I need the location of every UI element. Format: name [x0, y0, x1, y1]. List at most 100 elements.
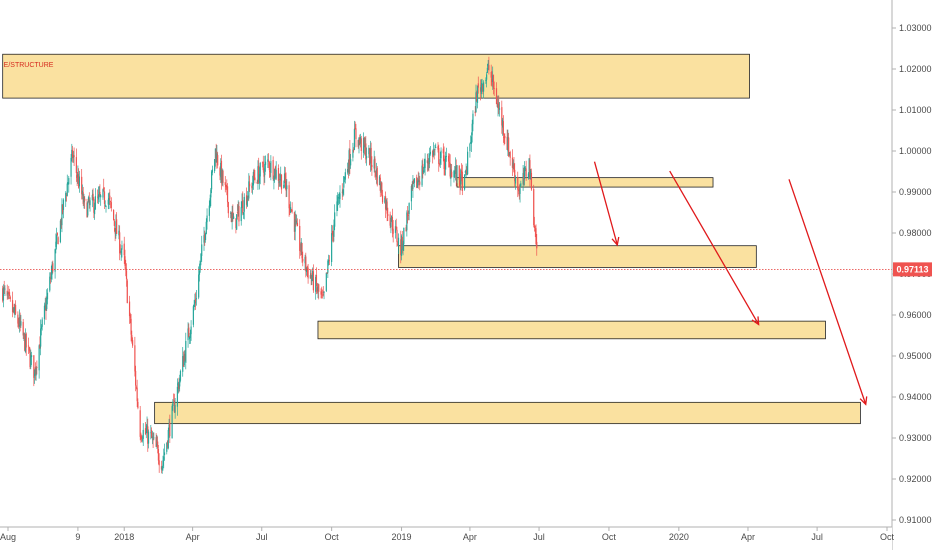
candle-body: [163, 456, 165, 460]
candle-body: [317, 286, 319, 292]
candle-body: [460, 170, 463, 174]
candle-body: [158, 460, 160, 466]
candle-body: [130, 318, 132, 335]
candle-body: [33, 369, 36, 376]
candle-body: [471, 123, 473, 136]
candle-body: [501, 119, 504, 128]
candle-body: [135, 370, 137, 386]
candle-body: [116, 219, 118, 234]
candle-body: [161, 466, 163, 471]
candle-body: [259, 163, 261, 177]
candle-body: [97, 194, 100, 200]
candle-body: [14, 307, 16, 315]
candle-body: [224, 182, 226, 185]
candle-body: [139, 410, 141, 437]
candle-body: [315, 277, 317, 292]
candle-body: [198, 270, 201, 275]
candle-body: [236, 214, 238, 230]
candle-body: [157, 441, 159, 448]
candle-body: [275, 169, 277, 179]
candle-body: [504, 135, 506, 139]
candle-body: [256, 181, 258, 184]
candle-body: [529, 160, 531, 180]
candle-body: [280, 174, 283, 190]
candle-body: [286, 185, 288, 190]
candle-body: [125, 270, 128, 280]
candle-body: [194, 301, 196, 304]
candle-body: [155, 437, 157, 447]
arrow-3-head: [859, 396, 868, 406]
candle-body: [166, 441, 169, 447]
candle-body: [137, 401, 139, 409]
candle-body: [536, 241, 538, 249]
candle-body: [92, 193, 94, 200]
candle-body: [206, 215, 208, 223]
candle-body: [533, 225, 536, 229]
candle-body: [49, 278, 52, 280]
candle-body: [24, 334, 27, 352]
candle-body: [68, 178, 70, 185]
candle-body: [258, 165, 260, 183]
candle-body: [535, 228, 537, 245]
candle-body: [20, 321, 22, 326]
candle-body: [125, 267, 127, 271]
candle-body: [134, 345, 136, 372]
candle-body: [108, 197, 110, 201]
candle-body: [305, 267, 308, 273]
candle-body: [316, 287, 318, 292]
candle-body: [274, 166, 277, 178]
candle-body: [445, 155, 447, 157]
candle-body: [267, 161, 270, 162]
candle-body: [290, 209, 292, 211]
candle-body: [480, 84, 482, 94]
candle-body: [353, 128, 356, 150]
candle-body: [179, 370, 182, 381]
candle-body: [61, 204, 63, 226]
candle-body: [444, 166, 446, 168]
candle-body: [40, 328, 42, 347]
candle-body: [378, 176, 381, 186]
candle-body: [8, 292, 11, 297]
candle-body: [238, 205, 240, 222]
candle-body: [22, 321, 24, 336]
candle-body: [203, 235, 205, 243]
candle-body: [168, 424, 170, 431]
candle-body: [176, 386, 179, 407]
candle-body: [342, 189, 344, 194]
candle-body: [389, 214, 391, 226]
candle-body: [304, 256, 306, 264]
candle-body: [391, 216, 394, 231]
candle-body: [118, 230, 120, 236]
candle-body: [474, 111, 476, 114]
candle-body: [411, 184, 413, 189]
candle-body: [370, 147, 372, 164]
candle-body: [349, 149, 351, 166]
candle-body: [498, 108, 501, 110]
candle-body: [129, 314, 131, 319]
candle-body: [434, 149, 436, 151]
candle-body: [220, 160, 223, 184]
candle-body: [341, 191, 343, 193]
candle-body: [402, 243, 404, 251]
candle-body: [405, 227, 407, 232]
candle-body: [456, 165, 458, 178]
candle-body: [248, 183, 251, 187]
candle-body: [369, 148, 371, 166]
candle-body: [407, 214, 409, 217]
x-tick-label: 2020: [669, 532, 689, 542]
candle-body: [9, 296, 11, 300]
candle-body: [131, 335, 133, 342]
candle-body: [205, 221, 207, 235]
x-tick-label: 2018: [114, 532, 134, 542]
candle-body: [185, 340, 187, 363]
candle-body: [306, 266, 308, 270]
candle-body: [235, 218, 237, 229]
candle-body: [195, 298, 198, 300]
candle-body: [17, 314, 19, 324]
candle-body: [273, 179, 275, 181]
zone-5: [154, 401, 861, 425]
candle-body: [384, 196, 387, 210]
candle-body: [4, 288, 6, 290]
candle-body: [215, 150, 217, 163]
